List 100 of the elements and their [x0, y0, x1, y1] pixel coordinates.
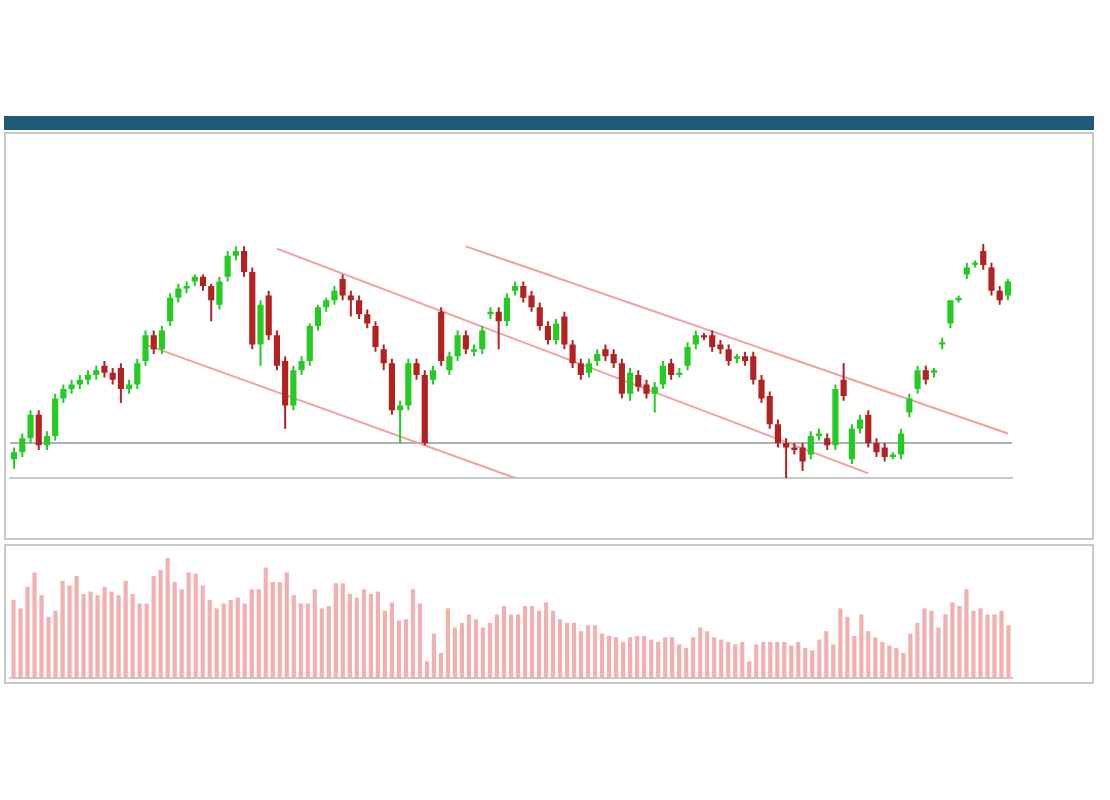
bar [768, 642, 773, 678]
bar [873, 637, 878, 678]
bar [740, 642, 745, 678]
bar [389, 602, 394, 678]
bar [929, 610, 934, 678]
bar [635, 636, 640, 678]
bar [361, 589, 366, 678]
candlestick [347, 290, 354, 317]
bar [824, 631, 829, 678]
bar [550, 610, 556, 678]
bar [165, 558, 170, 678]
bar [284, 572, 289, 678]
bar [838, 608, 843, 678]
candlestick [930, 368, 938, 378]
bar [445, 608, 451, 678]
bar [32, 572, 37, 678]
bar [102, 586, 107, 678]
bar [803, 648, 808, 678]
bar [60, 580, 65, 678]
bar [894, 648, 899, 678]
bar [480, 627, 486, 678]
bar [845, 616, 850, 678]
bar [193, 573, 198, 678]
bar [775, 642, 780, 678]
bar [501, 606, 507, 678]
bar [761, 642, 766, 678]
bar [249, 589, 254, 678]
bar [670, 637, 675, 678]
bar [151, 576, 156, 678]
candlestick [783, 438, 790, 478]
bar [235, 597, 240, 678]
bar [754, 644, 759, 678]
bar [221, 603, 226, 678]
bar [95, 595, 100, 678]
bar [123, 580, 128, 678]
bar [529, 606, 535, 678]
bar [628, 637, 633, 678]
bar [494, 614, 500, 678]
bar [522, 606, 528, 678]
bar [508, 614, 514, 678]
bar [789, 645, 794, 678]
candlestick [733, 353, 740, 364]
bar [649, 639, 654, 678]
bar [186, 572, 191, 678]
bar [964, 589, 969, 678]
bar [992, 614, 997, 678]
bar [999, 610, 1004, 678]
bar [557, 619, 563, 678]
bar [340, 583, 345, 678]
bar [333, 583, 338, 678]
bar [733, 644, 738, 678]
bar [887, 645, 892, 678]
bar [663, 637, 668, 678]
bar [950, 602, 955, 678]
bar [375, 591, 380, 678]
bar [571, 622, 577, 678]
bar [74, 576, 79, 678]
candlestick [397, 400, 404, 443]
bar [607, 636, 612, 678]
bar [431, 633, 437, 678]
bar [656, 642, 661, 678]
bar [922, 608, 927, 678]
bar [263, 567, 268, 678]
bar [564, 622, 570, 678]
bar [109, 591, 114, 678]
bar [642, 636, 647, 678]
bar [368, 594, 373, 678]
bar [410, 589, 415, 678]
bar [578, 631, 584, 678]
bar [782, 642, 787, 678]
bar [705, 631, 710, 678]
bar [796, 642, 801, 678]
bar [11, 600, 16, 678]
bar [515, 614, 521, 678]
bar [817, 639, 822, 678]
bar [585, 625, 591, 678]
bar [298, 603, 303, 678]
bar [543, 602, 549, 678]
bar [880, 642, 885, 678]
bar [88, 591, 93, 678]
bar [473, 619, 479, 678]
bar [487, 622, 493, 678]
bar [214, 608, 219, 678]
bar [677, 644, 682, 678]
bar [614, 637, 619, 678]
bar [228, 600, 233, 678]
bar [859, 614, 864, 678]
bar [621, 642, 626, 678]
bar [354, 597, 359, 678]
bar [592, 625, 598, 678]
bar [978, 608, 983, 678]
bar [985, 614, 990, 678]
bar [599, 633, 605, 678]
bar [712, 637, 717, 678]
bar [726, 642, 731, 678]
bar [459, 622, 465, 678]
bar [536, 610, 542, 678]
bar [719, 639, 724, 678]
bar [698, 627, 703, 678]
bar [312, 589, 317, 678]
